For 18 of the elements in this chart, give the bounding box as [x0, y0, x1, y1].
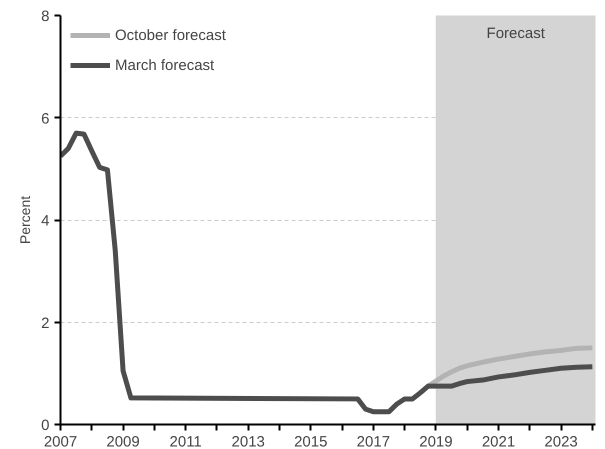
- x-tick-label: 2021: [482, 434, 516, 449]
- legend-label: October forecast: [115, 26, 226, 44]
- legend-label: March forecast: [115, 56, 214, 74]
- y-tick-label: 2: [41, 314, 50, 332]
- y-tick-label: 4: [41, 212, 50, 230]
- x-tick-label: 2023: [544, 434, 578, 449]
- x-tick-label: 2011: [170, 434, 202, 449]
- x-tick-label: 2013: [232, 434, 265, 449]
- y-tick-label: 8: [41, 8, 50, 25]
- band-label: Forecast: [486, 25, 546, 42]
- x-tick-label: 2009: [106, 434, 140, 449]
- x-tick-label: 2019: [419, 434, 453, 449]
- x-tick-label: 2015: [294, 434, 328, 449]
- x-tick-label: 2017: [356, 434, 390, 449]
- y-tick-label: 0: [41, 417, 50, 434]
- x-tick-label: 2007: [44, 434, 78, 449]
- y-axis-title: Percent: [17, 196, 34, 244]
- y-tick-label: 6: [41, 110, 50, 128]
